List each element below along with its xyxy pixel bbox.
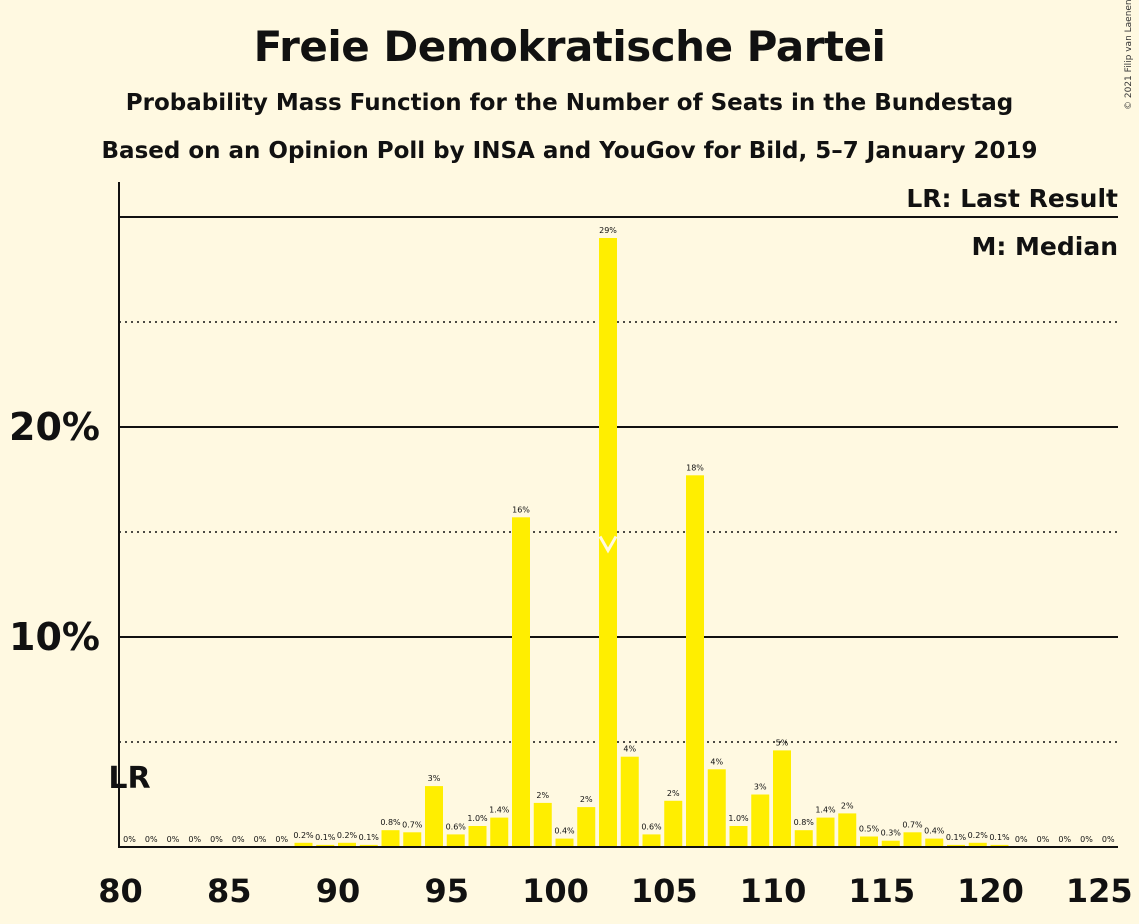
bar: [968, 842, 987, 847]
bar-value-label: 0.2%: [293, 831, 314, 840]
bar-value-label: 0%: [210, 835, 223, 844]
bar-value-label: 0%: [254, 835, 267, 844]
x-tick-label: 115: [848, 872, 915, 910]
bar-value-label: 1.0%: [467, 814, 488, 823]
bar-value-label: 0.2%: [337, 831, 358, 840]
bar: [751, 794, 770, 847]
bar-value-label: 0.1%: [946, 833, 967, 842]
chart-title: Freie Demokratische Partei: [253, 22, 886, 71]
bar: [925, 838, 944, 847]
bar: [881, 840, 900, 847]
chart-subtitle-source: Based on an Opinion Poll by INSA and You…: [101, 138, 1038, 164]
bar: [686, 475, 704, 847]
x-tick-label: 90: [316, 872, 361, 910]
bar-value-label: 16%: [512, 505, 530, 514]
bar-value-label: 3%: [428, 774, 441, 783]
bar: [642, 834, 661, 847]
bar: [860, 836, 878, 847]
bar-value-label: 1.4%: [815, 806, 836, 815]
bar: [533, 802, 552, 847]
last-result-label: LR: [108, 761, 150, 796]
bar-value-label: 1.4%: [489, 806, 510, 815]
bar-value-label: 0.6%: [641, 822, 662, 831]
bar: [359, 844, 378, 847]
bar-value-label: 0.5%: [859, 825, 880, 834]
bar-value-label: 0%: [1037, 835, 1050, 844]
legend-median: M: Median: [971, 232, 1118, 261]
bar-value-label: 0%: [1015, 835, 1028, 844]
bar: [512, 517, 530, 847]
bar-value-label: 0.2%: [968, 831, 989, 840]
bar-value-label: 0%: [275, 835, 288, 844]
bar: [338, 842, 356, 847]
x-tick-label: 100: [522, 872, 589, 910]
bar: [707, 769, 726, 847]
legend-last-result: LR: Last Result: [906, 184, 1118, 213]
bar-value-label: 2%: [841, 801, 854, 810]
bar-value-label: 0%: [123, 835, 136, 844]
bar: [664, 800, 683, 847]
bar: [425, 786, 443, 847]
bar: [729, 826, 748, 847]
bar: [990, 844, 1009, 847]
bar: [773, 750, 791, 847]
bar-value-label: 0.7%: [902, 820, 923, 829]
bar: [903, 832, 922, 847]
bar: [838, 813, 857, 847]
bar-value-label: 0.6%: [446, 822, 467, 831]
y-tick-label: 20%: [9, 405, 100, 449]
x-tick-label: 110: [740, 872, 807, 910]
bar-value-label: 2%: [667, 789, 680, 798]
bar-value-label: 0%: [1058, 835, 1071, 844]
bar: [599, 238, 617, 847]
bar: [381, 830, 400, 847]
bar-value-label: 5%: [776, 738, 789, 747]
chart-subtitle: Probability Mass Function for the Number…: [125, 90, 1014, 116]
bar-value-label: 2%: [580, 795, 593, 804]
median-marker: [598, 535, 618, 554]
bar: [446, 834, 465, 847]
bar-value-label: 0.3%: [881, 829, 902, 838]
bar-value-label: 3%: [754, 783, 767, 792]
bar-value-label: 4%: [710, 757, 723, 766]
bar-value-label: 0%: [232, 835, 245, 844]
bar: [555, 838, 574, 847]
x-tick-label: 85: [207, 872, 252, 910]
bar: [403, 832, 422, 847]
bar-value-label: 18%: [686, 463, 704, 472]
bar-value-label: 0%: [188, 835, 201, 844]
bar: [316, 844, 335, 847]
bar: [577, 807, 596, 847]
bar-value-label: 2%: [536, 791, 549, 800]
bar-value-label: 0.1%: [989, 833, 1010, 842]
bar-value-label: 4%: [623, 745, 636, 754]
bar-value-label: 0.1%: [359, 833, 380, 842]
bar-value-label: 29%: [599, 226, 617, 235]
x-tick-label: 80: [98, 872, 143, 910]
bar: [468, 826, 487, 847]
bar-value-label: 0.8%: [380, 818, 401, 827]
bar: [620, 756, 639, 847]
bar-value-label: 0.4%: [554, 827, 575, 836]
bar-value-label: 0.1%: [315, 833, 336, 842]
bar-value-label: 0%: [145, 835, 158, 844]
bar-value-label: 0%: [1102, 835, 1115, 844]
bar-value-label: 1.0%: [728, 814, 749, 823]
y-tick-label: 10%: [9, 615, 100, 659]
x-tick-label: 120: [957, 872, 1024, 910]
x-tick-label: 105: [631, 872, 698, 910]
bar: [794, 830, 813, 847]
bar: [947, 844, 965, 847]
bar-value-label: 0.8%: [794, 818, 815, 827]
bar-value-label: 0%: [1080, 835, 1093, 844]
x-tick-label: 125: [1066, 872, 1133, 910]
x-tick-label: 95: [424, 872, 469, 910]
bar: [294, 842, 313, 847]
bar-value-label: 0.4%: [924, 827, 945, 836]
bar-value-label: 0%: [167, 835, 180, 844]
bar-value-label: 0.7%: [402, 820, 423, 829]
bar: [816, 817, 835, 847]
bar: [490, 817, 509, 847]
